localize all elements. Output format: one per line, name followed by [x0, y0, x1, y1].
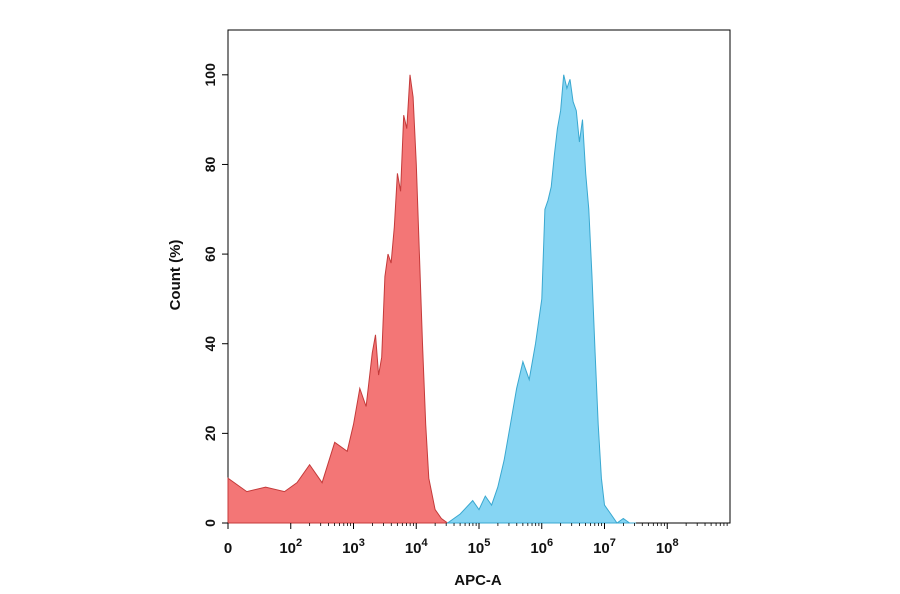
- x-tick-label: 104: [405, 537, 429, 557]
- x-tick-label: 103: [342, 537, 365, 557]
- y-tick-label: 100: [202, 63, 218, 87]
- plot-area: [227, 29, 731, 524]
- y-tick-label: 60: [202, 246, 218, 262]
- plot-frame: [227, 29, 731, 524]
- y-tick-label: 0: [202, 519, 218, 527]
- x-tick-label: 102: [279, 537, 302, 557]
- x-tick-label: 0: [224, 540, 232, 557]
- y-tick-label: 80: [202, 156, 218, 172]
- x-axis-title: APC-A: [454, 572, 502, 589]
- axes-layer: 0 20 40 60 80 100 0 102 103 104 105 106 107 108: [202, 63, 728, 557]
- x-tick-label: 105: [468, 537, 491, 557]
- x-tick-label: 107: [593, 537, 616, 557]
- y-axis-title: Count (%): [167, 240, 184, 311]
- histogram-series-2: [446, 74, 636, 524]
- x-tick-label: 108: [656, 537, 679, 557]
- x-tick-label: 106: [530, 537, 553, 557]
- histogram-series-1: [227, 74, 448, 524]
- y-tick-label: 40: [202, 336, 218, 352]
- series-layer: [227, 74, 636, 524]
- y-tick-label: 20: [202, 425, 218, 441]
